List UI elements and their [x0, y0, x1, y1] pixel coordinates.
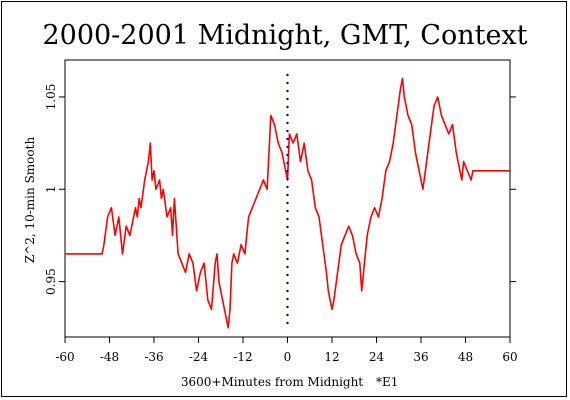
- vertical-marker-dot: [286, 241, 289, 245]
- vertical-marker-dot: [286, 297, 289, 301]
- vertical-marker-dot: [286, 153, 289, 157]
- vertical-marker-dot: [286, 185, 289, 189]
- vertical-marker-dot: [286, 177, 289, 181]
- y-axis-label: Z^2, 10-min Smooth: [23, 137, 37, 264]
- x-tick-label: 12: [324, 350, 339, 364]
- vertical-marker-dot: [286, 81, 289, 85]
- x-tick-label: 60: [502, 350, 517, 364]
- x-tick-label: 48: [458, 350, 473, 364]
- y-axis-ticks-right: [510, 96, 516, 283]
- vertical-marker-dot: [286, 249, 289, 253]
- x-tick-label: -36: [144, 350, 163, 364]
- vertical-marker-dot: [286, 73, 289, 77]
- x-tick-label: -48: [100, 350, 119, 364]
- vertical-marker-dot: [286, 233, 289, 237]
- x-tick-label: -60: [55, 350, 74, 364]
- vertical-marker-dot: [286, 257, 289, 261]
- y-tick-label: 1: [44, 185, 58, 193]
- vertical-marker-dot: [286, 305, 289, 309]
- vertical-marker-dot: [286, 97, 289, 101]
- x-axis-ticks: -60 -48 -36 -24 -12 0 12 24 36 48 60: [55, 337, 518, 364]
- vertical-marker-dot: [286, 201, 289, 205]
- y-tick-label: 0.95: [44, 268, 58, 295]
- x-tick-label: 0: [284, 350, 292, 364]
- vertical-marker-dot: [286, 169, 289, 173]
- vertical-marker-dot: [286, 145, 289, 149]
- x-tick-label: 36: [413, 350, 428, 364]
- x-tick-label: -12: [233, 350, 252, 364]
- x-axis-note: *E1: [376, 375, 398, 389]
- vertical-marker-dot: [286, 265, 289, 269]
- vertical-marker-layer: [286, 73, 289, 325]
- x-tick-label: -24: [189, 350, 209, 364]
- vertical-marker-dot: [286, 225, 289, 229]
- vertical-marker-dot: [286, 121, 289, 125]
- vertical-marker-dot: [286, 137, 289, 141]
- vertical-marker-dot: [286, 161, 289, 165]
- series-layer: [65, 77, 510, 329]
- vertical-marker-dot: [286, 217, 289, 221]
- plot-area: [64, 59, 511, 338]
- vertical-marker-dot: [286, 273, 289, 277]
- vertical-marker-dot: [286, 321, 289, 325]
- y-axis-ticks: 0.95 1 1.05: [44, 84, 65, 295]
- vertical-marker-dot: [286, 89, 289, 93]
- vertical-marker-dot: [286, 193, 289, 197]
- chart-title: 2000-2001 Midnight, GMT, Context: [42, 20, 528, 51]
- vertical-marker-dot: [286, 105, 289, 109]
- vertical-marker-dot: [286, 313, 289, 317]
- vertical-marker-dot: [286, 129, 289, 133]
- x-axis-label: 3600+Minutes from Midnight: [181, 375, 363, 389]
- x-tick-label: 24: [369, 350, 385, 364]
- y-tick-label: 1.05: [44, 84, 58, 111]
- series-line: [65, 77, 510, 329]
- vertical-marker-dot: [286, 289, 289, 293]
- vertical-marker-dot: [286, 209, 289, 213]
- vertical-marker-dot: [286, 281, 289, 285]
- vertical-marker-dot: [286, 113, 289, 117]
